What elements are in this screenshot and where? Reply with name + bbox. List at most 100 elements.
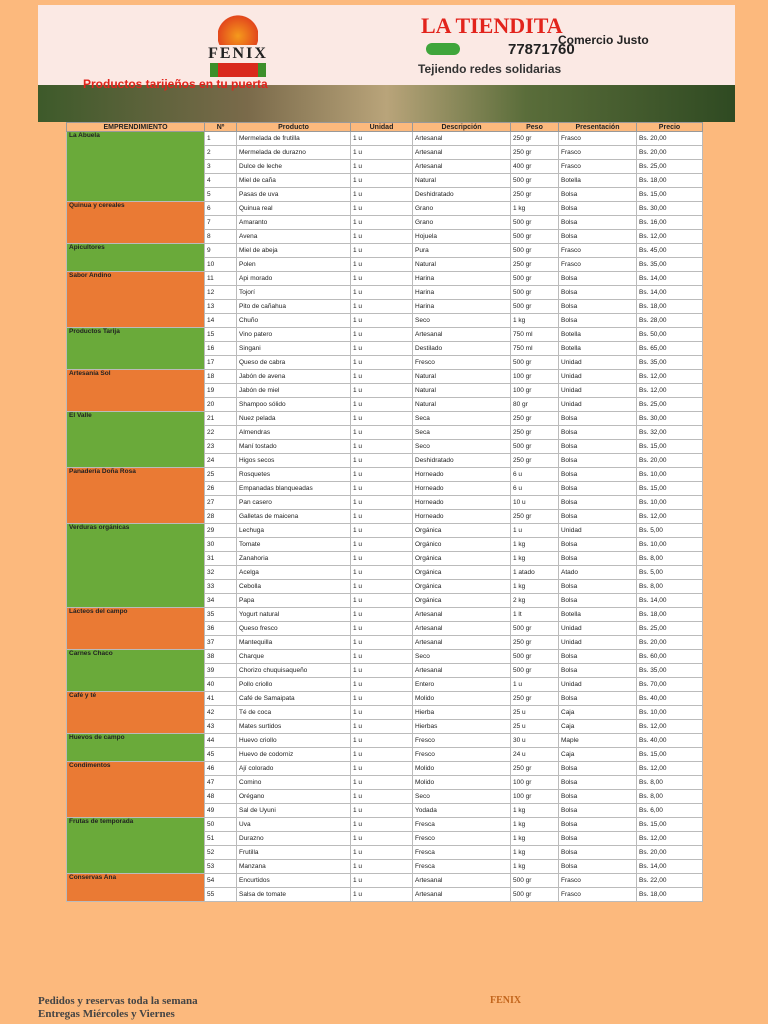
table-cell: Salsa de tomate: [236, 887, 351, 902]
table-cell: 500 gr: [510, 439, 559, 454]
table-cell: Bolsa: [558, 663, 637, 678]
table-cell: Bs. 20,00: [636, 635, 703, 650]
table-cell: 9: [204, 243, 237, 258]
table-cell: Bolsa: [558, 187, 637, 202]
table-cell: 1: [204, 131, 237, 146]
table-cell: Uva: [236, 817, 351, 832]
table-cell: Bs. 15,00: [636, 187, 703, 202]
column-header: Producto: [236, 122, 351, 132]
table-cell: 51: [204, 831, 237, 846]
table-row: 27 Pan casero 1 u Horneado 10 u Bolsa Bs. 10,0…: [67, 495, 703, 510]
table-cell: 500 gr: [510, 621, 559, 636]
table-cell: 1 u: [350, 397, 413, 412]
table-cell: Bs. 35,00: [636, 257, 703, 272]
table-cell: Bolsa: [558, 537, 637, 552]
table-cell: Molido: [412, 761, 511, 776]
table-cell: 14: [204, 313, 237, 328]
table-cell: Bs. 12,00: [636, 509, 703, 524]
table-cell: Papa: [236, 593, 351, 608]
table-cell: Charque: [236, 649, 351, 664]
table-cell: Bs. 8,00: [636, 775, 703, 790]
table-cell: Horneado: [412, 495, 511, 510]
table-cell: Natural: [412, 173, 511, 188]
table-cell: Artesanal: [412, 887, 511, 902]
table-row: Sabor Andino 11 Api morado 1 u Harina 500 gr B…: [66, 271, 703, 328]
table-cell: 1 u: [350, 425, 413, 440]
table-cell: 750 ml: [510, 327, 559, 342]
table-cell: Bs. 14,00: [636, 593, 703, 608]
group-cell: Condimentos: [66, 761, 205, 818]
table-cell: 500 gr: [510, 243, 559, 258]
table-cell: Fresca: [412, 859, 511, 874]
table-cell: 1 lt: [510, 607, 559, 622]
table-cell: 48: [204, 789, 237, 804]
table-cell: Fresca: [412, 817, 511, 832]
table-cell: 500 gr: [510, 355, 559, 370]
table-cell: Bs. 35,00: [636, 663, 703, 678]
table-cell: 1 kg: [510, 831, 559, 846]
table-cell: 1 atado: [510, 565, 559, 580]
table-cell: 250 gr: [510, 131, 559, 146]
table-row: Lácteos del campo 35 Yogurt natural 1 u Arte…: [66, 607, 703, 650]
whatsapp-icon: [426, 43, 460, 55]
table-cell: Bolsa: [558, 271, 637, 286]
table-cell: 1 kg: [510, 845, 559, 860]
group-cell: Frutas de temporada: [66, 817, 205, 874]
table-cell: Bs. 18,00: [636, 887, 703, 902]
table-cell: Bs. 22,00: [636, 873, 703, 888]
table-cell: Deshidratado: [412, 187, 511, 202]
table-cell: Bs. 14,00: [636, 285, 703, 300]
table-cell: 33: [204, 579, 237, 594]
table-cell: Unidad: [558, 621, 637, 636]
table-cell: Miel de caña: [236, 173, 351, 188]
table-cell: 44: [204, 733, 237, 748]
table-cell: Fresco: [412, 355, 511, 370]
subtitle: Comercio Justo: [558, 33, 649, 47]
table-cell: Horneado: [412, 467, 511, 482]
table-cell: Bolsa: [558, 691, 637, 706]
table-cell: Hierba: [412, 705, 511, 720]
table-cell: 32: [204, 565, 237, 580]
table-cell: Bolsa: [558, 425, 637, 440]
table-cell: Molido: [412, 775, 511, 790]
table-cell: Galletas de maicena: [236, 509, 351, 524]
table-cell: 1 u: [350, 649, 413, 664]
table-cell: Bolsa: [558, 481, 637, 496]
table-cell: 500 gr: [510, 285, 559, 300]
table-cell: 1 kg: [510, 859, 559, 874]
table-cell: Botella: [558, 341, 637, 356]
table-cell: Chorizo chuquisaqueño: [236, 663, 351, 678]
table-cell: Artesanal: [412, 131, 511, 146]
table-row: 30 Tomate 1 u Orgánico 1 kg Bolsa Bs. 10,00: [67, 537, 703, 552]
table-cell: 13: [204, 299, 237, 314]
table-cell: Orgánica: [412, 565, 511, 580]
table-cell: 40: [204, 677, 237, 692]
table-cell: Atado: [558, 565, 637, 580]
table-cell: Artesanal: [412, 159, 511, 174]
group-cell: Verduras orgánicas: [66, 523, 205, 608]
table-cell: Bs. 45,00: [636, 243, 703, 258]
table-cell: 400 gr: [510, 159, 559, 174]
group-cell: Quinua y cereales: [66, 201, 205, 244]
table-cell: Frasco: [558, 257, 637, 272]
table-cell: 1 u: [350, 705, 413, 720]
table-cell: Bs. 28,00: [636, 313, 703, 328]
table-cell: Pura: [412, 243, 511, 258]
table-cell: Molido: [412, 691, 511, 706]
table-cell: Bolsa: [558, 831, 637, 846]
table-cell: Maní tostado: [236, 439, 351, 454]
footer-logo: FENIX: [490, 995, 522, 1006]
table-cell: Frasco: [558, 131, 637, 146]
table-cell: Bolsa: [558, 313, 637, 328]
table-cell: 1 u: [350, 845, 413, 860]
table-cell: 28: [204, 509, 237, 524]
table-cell: 1 kg: [510, 551, 559, 566]
table-cell: 11: [204, 271, 237, 286]
table-cell: 49: [204, 803, 237, 818]
table-cell: 27: [204, 495, 237, 510]
group-cell: Huevos de campo: [66, 733, 205, 762]
table-cell: Frasco: [558, 243, 637, 258]
table-cell: Natural: [412, 369, 511, 384]
table-cell: Hierbas: [412, 719, 511, 734]
